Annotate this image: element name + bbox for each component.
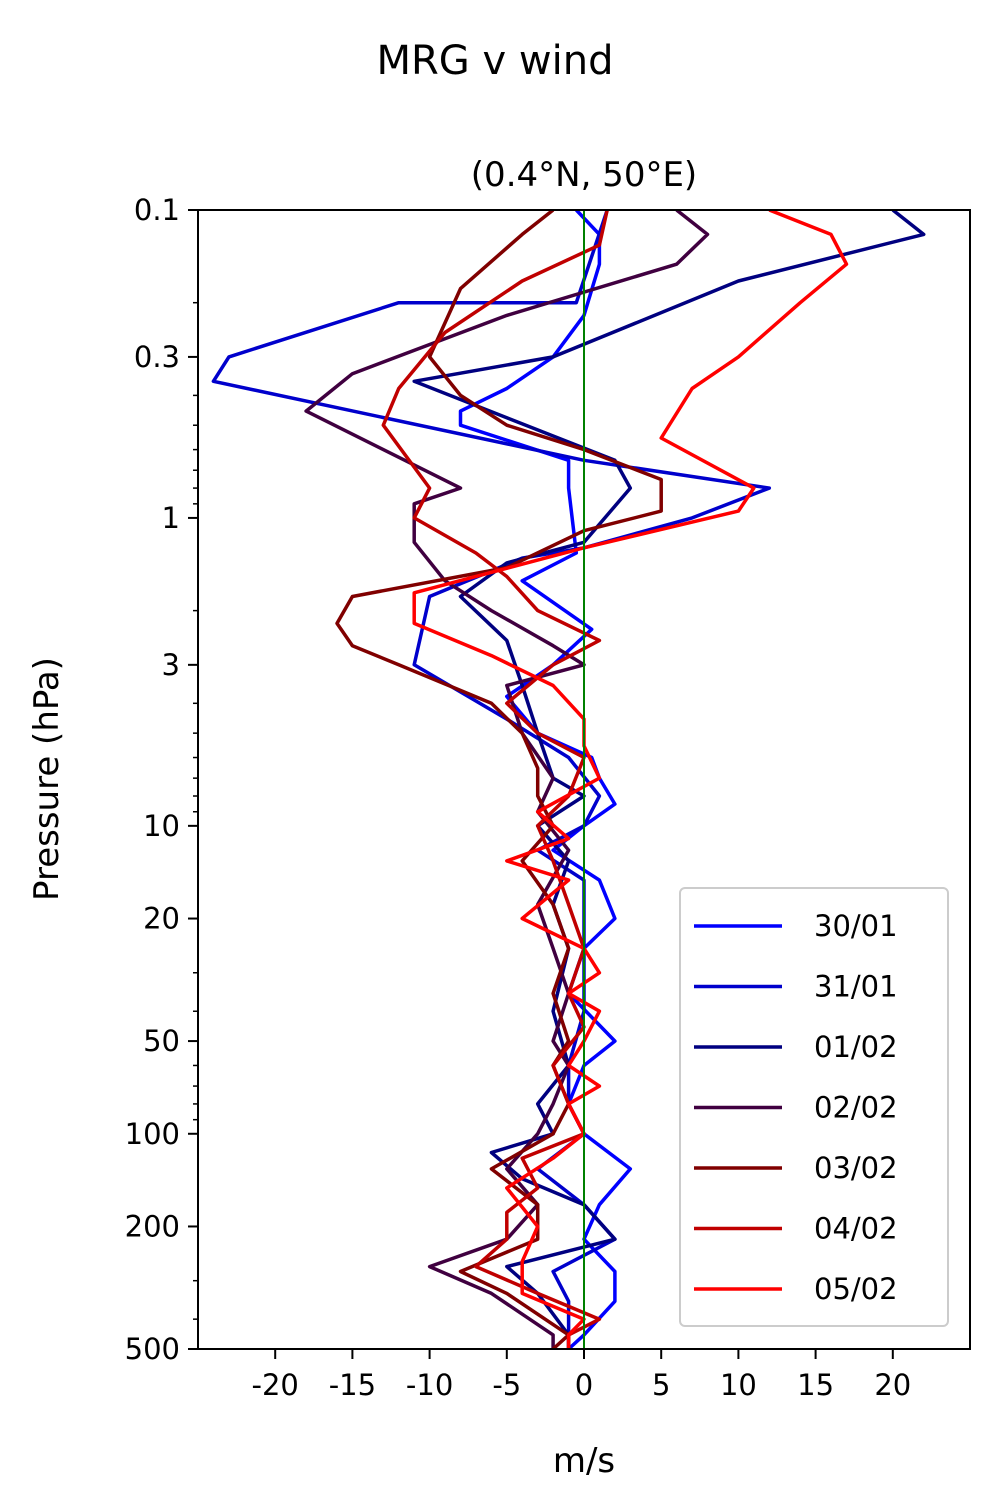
x-tick-label: 10 bbox=[720, 1368, 757, 1402]
x-axis: -20 -15 -10 -5 0 5 10 15 20 bbox=[252, 1349, 911, 1402]
legend-label: 01/02 bbox=[814, 1030, 898, 1064]
y-tick-label: 200 bbox=[125, 1209, 180, 1243]
series-line-02-02 bbox=[304, 210, 710, 1349]
legend-label: 04/02 bbox=[814, 1212, 898, 1246]
legend-label: 31/01 bbox=[814, 970, 898, 1004]
series-line-03-02 bbox=[335, 210, 663, 1349]
series-line-05-02 bbox=[412, 210, 849, 1349]
y-tick-label: 1 bbox=[162, 501, 180, 535]
x-tick-label: -20 bbox=[252, 1368, 299, 1402]
y-tick-label: 50 bbox=[143, 1024, 180, 1058]
x-tick-label: -15 bbox=[329, 1368, 376, 1402]
y-tick-label: 10 bbox=[143, 809, 180, 843]
y-axis-label: Pressure (hPa) bbox=[27, 657, 67, 901]
x-tick-label: 5 bbox=[652, 1368, 670, 1402]
x-tick-label: -10 bbox=[406, 1368, 453, 1402]
plot-title: (0.4°N, 50°E) bbox=[471, 155, 697, 195]
legend-label: 02/02 bbox=[814, 1091, 898, 1125]
y-tick-label: 500 bbox=[125, 1332, 180, 1366]
figure-title: MRG v wind bbox=[377, 38, 614, 84]
y-tick-label: 0.3 bbox=[134, 340, 180, 374]
y-axis: 0.1 0.3 1 3 10 20 50 100 200 500 bbox=[125, 193, 198, 1366]
series-line-30-01 bbox=[458, 210, 633, 1349]
x-tick-label: 20 bbox=[874, 1368, 911, 1402]
y-tick-label: 0.1 bbox=[134, 193, 180, 227]
legend-label: 30/01 bbox=[814, 909, 898, 943]
series-line-04-02 bbox=[381, 210, 609, 1349]
y-tick-label: 3 bbox=[162, 648, 180, 682]
legend: 30/01 31/01 01/02 02/02 03/02 04/02 05/02 bbox=[679, 887, 949, 1327]
x-tick-label: 15 bbox=[797, 1368, 834, 1402]
x-axis-label: m/s bbox=[553, 1441, 615, 1481]
series-group bbox=[211, 210, 926, 1349]
x-tick-label: -5 bbox=[492, 1368, 521, 1402]
x-tick-label: 0 bbox=[575, 1368, 593, 1402]
legend-label: 03/02 bbox=[814, 1151, 898, 1185]
y-tick-label: 20 bbox=[143, 902, 180, 936]
legend-label: 05/02 bbox=[814, 1272, 898, 1306]
legend-frame bbox=[679, 887, 949, 1327]
y-tick-label: 100 bbox=[125, 1117, 180, 1151]
